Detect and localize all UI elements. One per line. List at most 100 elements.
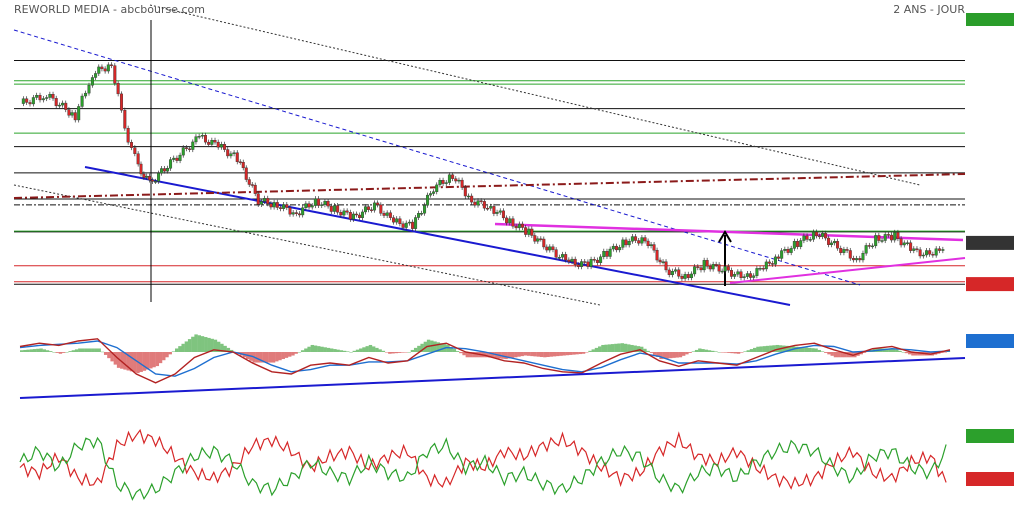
macd-histogram-bar	[685, 352, 689, 355]
candle	[511, 218, 515, 227]
candle	[407, 221, 411, 224]
candle	[80, 95, 84, 107]
macd-histogram-bar	[58, 352, 63, 354]
candle	[896, 232, 900, 239]
candle	[207, 141, 211, 145]
macd-histogram-bar	[901, 352, 905, 353]
candle	[557, 257, 561, 259]
candle	[554, 249, 558, 258]
candle	[767, 261, 771, 264]
candle	[880, 240, 884, 242]
candle	[909, 242, 913, 251]
macd-histogram-bar	[898, 350, 902, 352]
macd-histogram-bar	[184, 341, 189, 352]
last-price-tag-bg	[966, 235, 1014, 250]
candle	[38, 95, 42, 101]
macd-histogram-bar	[814, 348, 818, 352]
macd-histogram-bar	[49, 351, 53, 352]
macd-histogram-bar	[811, 348, 815, 352]
macd-histogram-bar	[229, 349, 234, 352]
candle	[495, 212, 499, 214]
macd-histogram-bar	[643, 348, 647, 352]
candle	[576, 264, 580, 267]
candle	[905, 242, 909, 244]
macd-histogram-bar	[342, 350, 347, 352]
macd-histogram-bar	[891, 348, 896, 352]
macd-histogram-bar	[733, 352, 738, 354]
macd-histogram-bar	[268, 352, 273, 363]
candle	[429, 193, 433, 196]
macd-histogram-bar	[694, 349, 699, 352]
macd-histogram-bar	[911, 352, 915, 356]
candle	[699, 267, 703, 271]
macd-histogram-bar	[20, 350, 24, 352]
candle	[123, 109, 127, 129]
candle	[486, 207, 490, 210]
candle	[113, 65, 117, 84]
candle	[426, 194, 430, 206]
candle	[918, 249, 922, 257]
candle	[830, 242, 834, 245]
macd-histogram-bar	[181, 343, 185, 352]
macd-histogram-bar	[191, 336, 195, 352]
candle	[505, 217, 509, 224]
macd-histogram-bar	[187, 339, 192, 352]
macd-line	[19, 338, 951, 384]
candle	[166, 168, 170, 172]
candle	[476, 200, 480, 206]
macd-histogram-bar	[94, 348, 98, 352]
macd-histogram-bar	[549, 352, 553, 357]
candle	[360, 211, 364, 218]
macd-histogram-bar	[546, 352, 550, 357]
candle	[294, 212, 298, 214]
candle	[275, 202, 279, 208]
candle	[717, 264, 721, 272]
vortex-minus-tag-bg	[966, 472, 1014, 486]
macd-histogram-bar	[627, 344, 631, 352]
candle	[883, 234, 887, 241]
candle	[664, 261, 668, 271]
lower-channel-line	[13, 184, 601, 306]
macd-histogram-bar	[175, 348, 179, 352]
macd-histogram-bar	[32, 349, 37, 352]
candle	[589, 259, 593, 267]
chart-header-timeframe: 2 ANS - JOUR	[893, 3, 965, 16]
candle	[332, 205, 336, 212]
macd-histogram-bar	[294, 352, 298, 354]
candle	[634, 236, 638, 241]
macd-histogram-bar	[417, 345, 421, 352]
macd-histogram-bar	[262, 352, 266, 363]
macd-histogram-bar	[281, 352, 285, 360]
macd-histogram-bar	[914, 352, 918, 356]
macd-histogram-bar	[200, 336, 205, 352]
macd-histogram-bar	[291, 352, 295, 356]
candle	[116, 83, 120, 95]
candle	[282, 204, 286, 209]
candle	[799, 240, 803, 247]
candle	[404, 222, 408, 228]
macd-histogram-bar	[97, 348, 101, 352]
candle	[899, 238, 903, 246]
macd-histogram-bar	[798, 347, 802, 352]
macd-histogram-bar	[672, 352, 676, 358]
macd-histogram-bar	[310, 344, 315, 352]
candle	[210, 140, 214, 145]
candle	[363, 206, 367, 213]
macd-histogram-bar	[355, 349, 360, 352]
macd-histogram-bar	[662, 352, 667, 359]
candle	[789, 248, 793, 253]
candle	[235, 152, 239, 162]
candle	[226, 149, 230, 157]
macd-histogram-bar	[656, 352, 660, 357]
candle	[61, 102, 65, 106]
macd-histogram-bar	[465, 352, 470, 358]
candle	[729, 270, 733, 277]
candle	[739, 271, 743, 278]
candle	[858, 258, 862, 261]
candle	[345, 210, 349, 213]
macd-histogram-bar	[61, 352, 66, 353]
candle	[479, 200, 483, 202]
macd-histogram-bar	[727, 352, 731, 353]
macd-histogram-bar	[862, 352, 867, 353]
